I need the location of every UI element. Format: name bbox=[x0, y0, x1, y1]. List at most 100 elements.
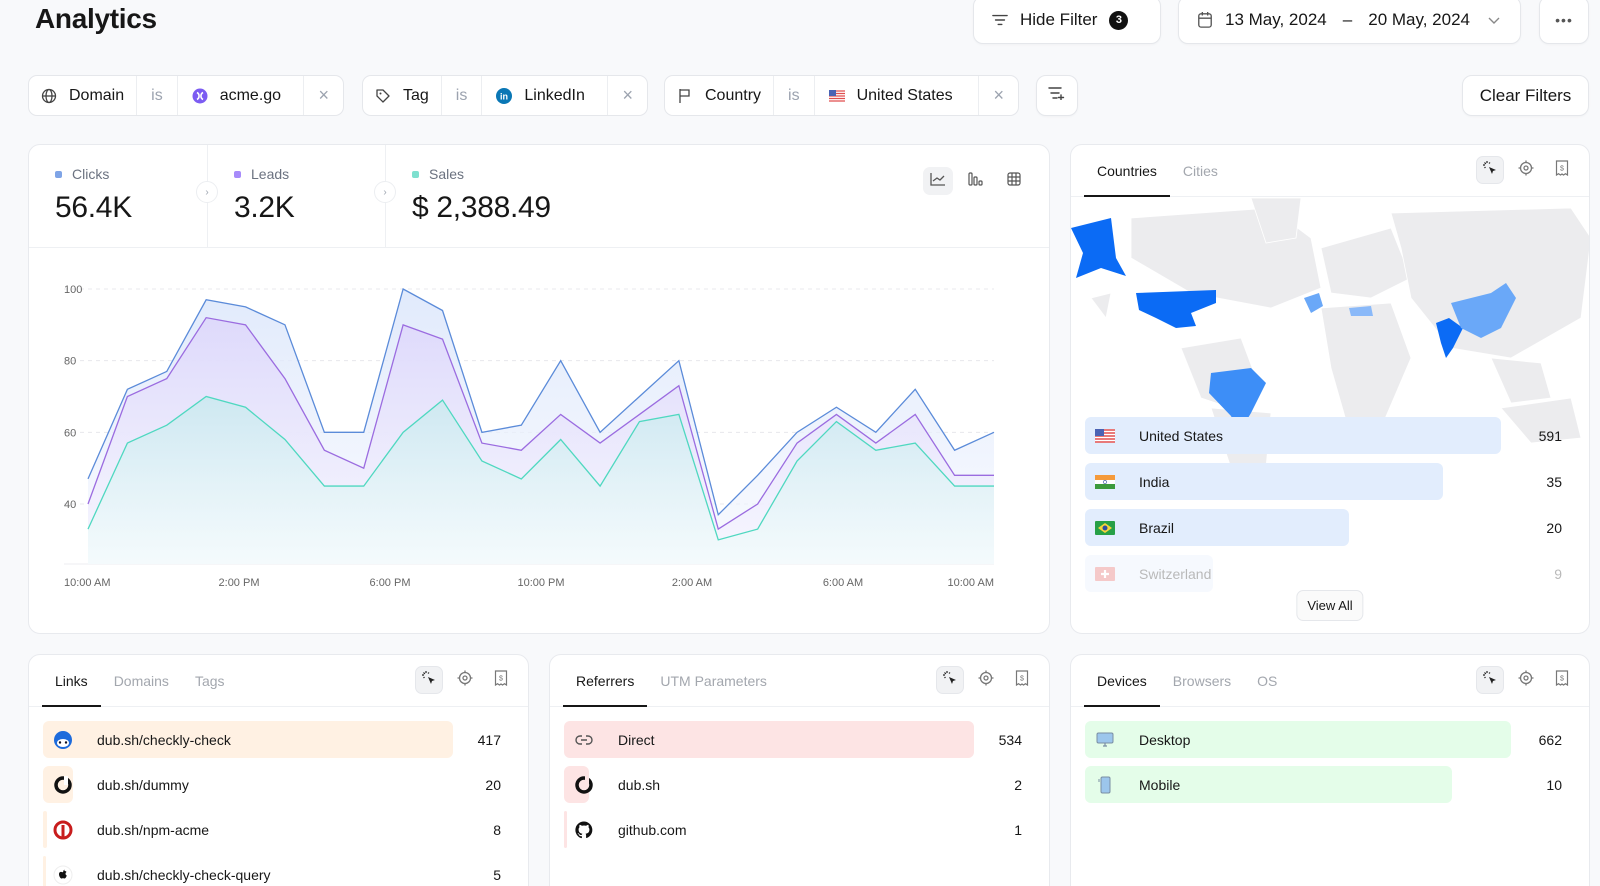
tab-links[interactable]: Links bbox=[42, 655, 101, 707]
list-item[interactable]: dub.sh/checkly-check-query 5 bbox=[43, 856, 528, 886]
series-line-clicks bbox=[87, 288, 995, 517]
tab-tags[interactable]: Tags bbox=[194, 672, 225, 689]
tab-devices[interactable]: Devices bbox=[1084, 655, 1160, 707]
tab-os[interactable]: OS bbox=[1257, 672, 1278, 689]
hide-filter-button[interactable]: Hide Filter 3 bbox=[973, 0, 1161, 44]
tab-cities[interactable]: Cities bbox=[1182, 162, 1218, 179]
list-item[interactable]: India 35 bbox=[1085, 463, 1589, 500]
line-chart-toggle[interactable] bbox=[923, 167, 953, 195]
tab-referrers[interactable]: Referrers bbox=[563, 655, 648, 707]
tab-browsers[interactable]: Browsers bbox=[1172, 672, 1232, 689]
filter-value: in LinkedIn bbox=[482, 76, 609, 115]
devices-list: Desktop 662 Mobile 10 bbox=[1085, 721, 1589, 811]
stat-sales[interactable]: Sales $ 2,388.49 bbox=[386, 145, 636, 247]
list-item[interactable]: dub.sh/npm-acme 8 bbox=[43, 811, 528, 848]
globe-icon bbox=[41, 88, 57, 104]
receipt-icon: $ bbox=[494, 669, 508, 691]
list-item[interactable]: dub.sh/checkly-check 417 bbox=[43, 721, 528, 758]
locations-card: Countries Cities $ bbox=[1070, 144, 1590, 634]
count-bar bbox=[1085, 463, 1443, 500]
receipt-icon: $ bbox=[1015, 669, 1029, 691]
remove-filter-button[interactable]: × bbox=[318, 85, 329, 105]
count-bar bbox=[1085, 721, 1511, 758]
cursor-click-icon bbox=[421, 670, 437, 691]
list-item[interactable]: Desktop 662 bbox=[1085, 721, 1589, 758]
apple-logo-icon bbox=[49, 865, 77, 885]
list-item[interactable]: dub.sh/dummy 20 bbox=[43, 766, 528, 803]
list-item[interactable]: Switzerland 9 bbox=[1085, 555, 1589, 592]
tab-utm-parameters[interactable]: UTM Parameters bbox=[660, 672, 767, 689]
count-bar bbox=[1085, 417, 1501, 454]
target-icon bbox=[457, 670, 473, 691]
links-card: Links Domains Tags $ dub.sh/checkly-chec… bbox=[28, 654, 529, 886]
count-bar bbox=[564, 811, 567, 848]
tab-countries[interactable]: Countries bbox=[1084, 145, 1170, 197]
stat-clicks[interactable]: Clicks 56.4K › bbox=[29, 145, 218, 247]
filter-operator: is bbox=[442, 76, 483, 115]
acme-logo-icon bbox=[192, 88, 208, 104]
tab-domains[interactable]: Domains bbox=[113, 672, 169, 689]
us-flag-icon bbox=[828, 88, 845, 104]
sales-metric-button[interactable]: $ bbox=[1008, 666, 1036, 694]
svg-text:100: 100 bbox=[64, 284, 82, 296]
svg-text:6:00 AM: 6:00 AM bbox=[823, 577, 863, 589]
svg-text:$: $ bbox=[1560, 165, 1564, 172]
view-all-button[interactable]: View All bbox=[1296, 590, 1364, 621]
svg-text:80: 80 bbox=[64, 356, 76, 368]
chevron-right-icon[interactable]: › bbox=[374, 181, 396, 203]
leads-metric-button[interactable] bbox=[1512, 156, 1540, 184]
target-icon bbox=[1518, 160, 1534, 181]
bar-chart-toggle[interactable] bbox=[961, 167, 991, 195]
switzerland-flag-icon bbox=[1091, 566, 1119, 581]
leads-metric-button[interactable] bbox=[451, 666, 479, 694]
filter-value: acme.go bbox=[178, 76, 305, 115]
list-item[interactable]: github.com 1 bbox=[564, 811, 1049, 848]
svg-text:10:00 AM: 10:00 AM bbox=[948, 577, 994, 589]
receipt-icon: $ bbox=[1555, 159, 1569, 181]
github-icon bbox=[570, 820, 598, 840]
clicks-metric-button[interactable] bbox=[936, 666, 964, 694]
referrers-tabs: Referrers UTM Parameters $ bbox=[550, 655, 1049, 707]
stats-row: Clicks 56.4K › Leads 3.2K › Sales $ 2,38… bbox=[29, 145, 1049, 248]
clicks-metric-button[interactable] bbox=[1476, 156, 1504, 184]
sales-metric-button[interactable]: $ bbox=[487, 666, 515, 694]
flag-icon bbox=[677, 88, 693, 104]
count-bar bbox=[43, 856, 46, 886]
clicks-metric-button[interactable] bbox=[1476, 666, 1504, 694]
list-item[interactable]: dub.sh 2 bbox=[564, 766, 1049, 803]
timeseries-chart[interactable]: 40 60 80 100 10:00 AM 2:00 PM 6:00 PM 10:00 PM 2… bbox=[29, 249, 1050, 634]
leads-metric-button[interactable] bbox=[972, 666, 1000, 694]
more-options-button[interactable]: ••• bbox=[1539, 0, 1589, 44]
filter-chip-domain[interactable]: Domain is acme.go × bbox=[28, 75, 344, 116]
clear-filters-button[interactable]: Clear Filters bbox=[1462, 75, 1589, 116]
svg-text:6:00 PM: 6:00 PM bbox=[370, 577, 411, 589]
filter-field: Domain bbox=[29, 76, 138, 115]
clicks-metric-button[interactable] bbox=[415, 666, 443, 694]
add-filter-button[interactable] bbox=[1036, 75, 1078, 116]
table-toggle[interactable] bbox=[999, 167, 1029, 195]
mobile-icon bbox=[1091, 776, 1119, 794]
remove-filter-button[interactable]: × bbox=[993, 85, 1004, 105]
leads-value: 3.2K bbox=[234, 191, 295, 224]
series-line-leads bbox=[87, 316, 994, 531]
svg-text:10:00 AM: 10:00 AM bbox=[64, 577, 110, 589]
remove-filter-button[interactable]: × bbox=[622, 85, 633, 105]
dub-logo-icon bbox=[49, 775, 77, 795]
svg-text:40: 40 bbox=[64, 499, 76, 511]
sales-metric-button[interactable]: $ bbox=[1548, 666, 1576, 694]
chevron-down-icon bbox=[1488, 10, 1500, 30]
list-item[interactable]: Direct 534 bbox=[564, 721, 1049, 758]
chevron-right-icon[interactable]: › bbox=[196, 181, 218, 203]
stat-leads[interactable]: Leads 3.2K › bbox=[208, 145, 396, 247]
list-item[interactable]: Mobile 10 bbox=[1085, 766, 1589, 803]
filter-chip-tag[interactable]: Tag is in LinkedIn × bbox=[362, 75, 648, 116]
leads-metric-button[interactable] bbox=[1512, 666, 1540, 694]
list-item[interactable]: United States 591 bbox=[1085, 417, 1589, 454]
sales-metric-button[interactable]: $ bbox=[1548, 156, 1576, 184]
list-item[interactable]: Brazil 20 bbox=[1085, 509, 1589, 546]
date-range-picker[interactable]: 13 May, 2024 – 20 May, 2024 bbox=[1178, 0, 1521, 44]
filter-chip-country[interactable]: Country is United States × bbox=[664, 75, 1019, 116]
svg-text:$: $ bbox=[1020, 675, 1024, 682]
filter-value: United States bbox=[815, 76, 980, 115]
sales-value: $ 2,388.49 bbox=[412, 191, 551, 224]
